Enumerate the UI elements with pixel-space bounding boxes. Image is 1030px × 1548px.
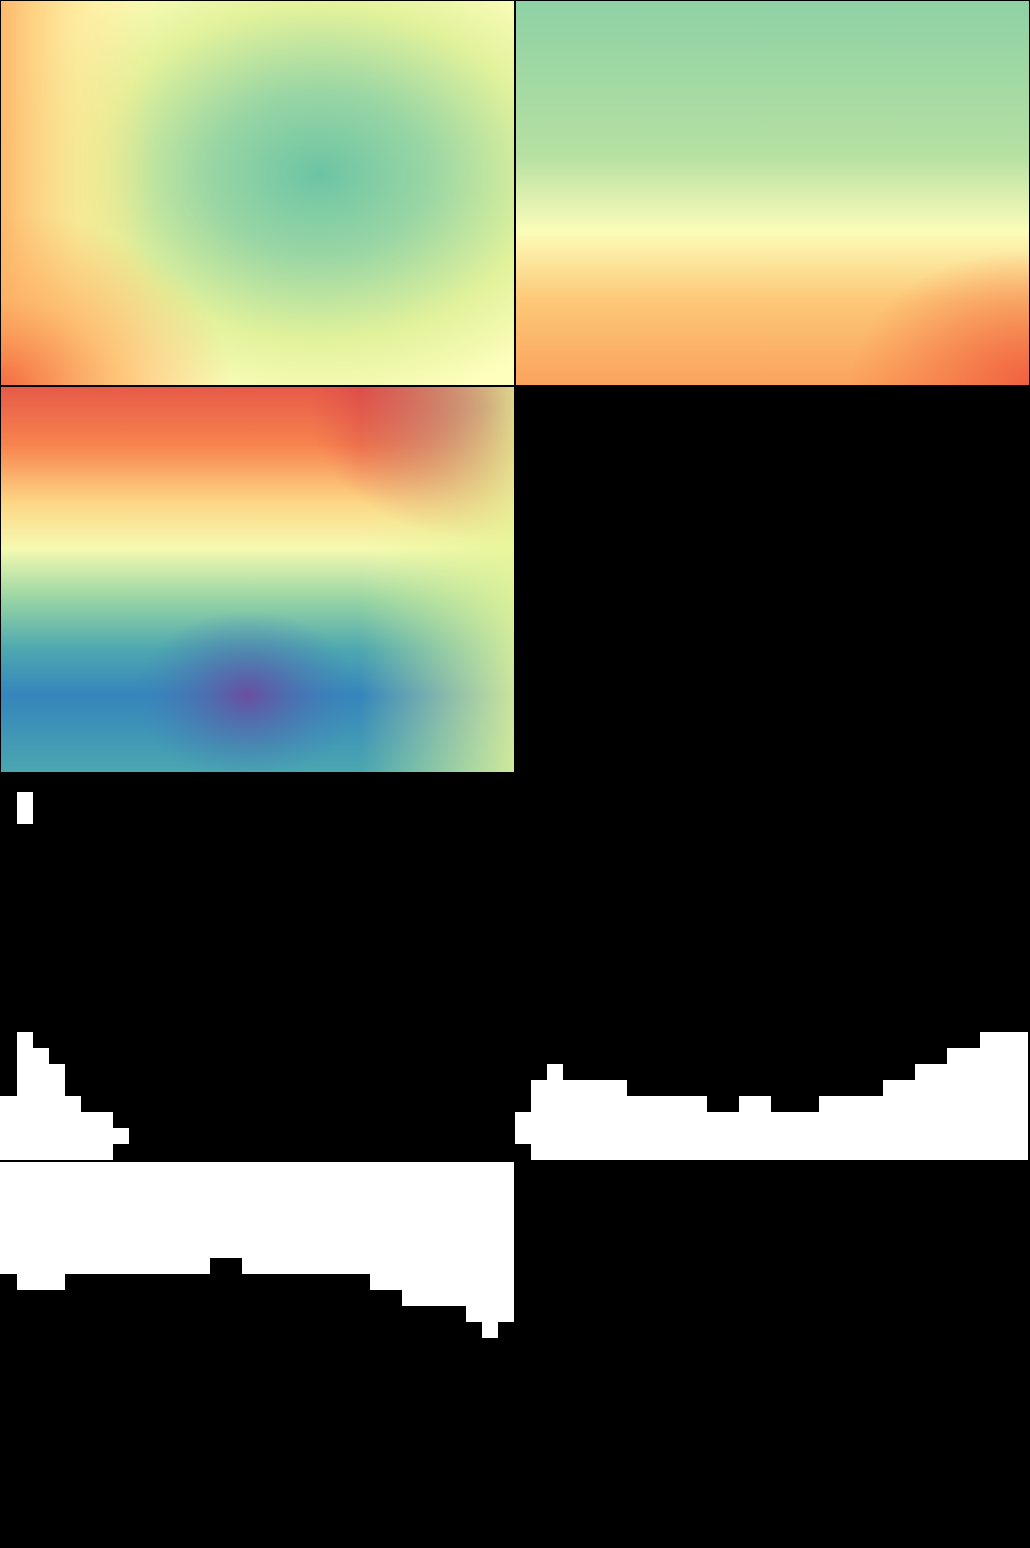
heatmap-fill — [516, 1, 1029, 385]
heatmap-panel — [1, 1, 514, 385]
heatmap-panel — [516, 1, 1029, 385]
mask-shape — [515, 1032, 1028, 1160]
heatmap-fill — [1, 387, 514, 772]
mask-shape — [0, 1162, 514, 1338]
heatmap-panel — [1, 387, 514, 772]
mask-block — [17, 792, 33, 824]
mask-shape — [0, 1032, 129, 1160]
heatmap-fill — [1, 1, 514, 385]
